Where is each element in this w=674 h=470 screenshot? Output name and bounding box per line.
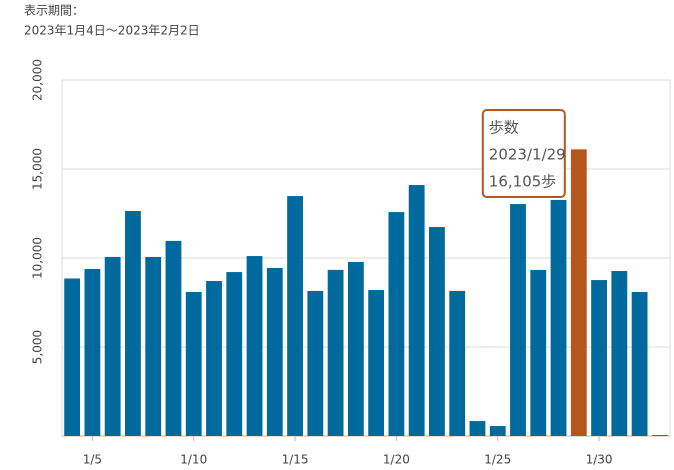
- tooltip-value: 16,105歩: [489, 173, 557, 191]
- period-range: 2023年1月4日〜2023年2月2日: [24, 24, 200, 38]
- bar: [84, 269, 101, 436]
- bar: [145, 256, 162, 436]
- bar: [266, 267, 283, 436]
- bar: [347, 261, 364, 436]
- bar: [591, 280, 607, 436]
- bar: [550, 199, 567, 436]
- x-tick-label: 1/30: [586, 453, 613, 467]
- bar: [530, 269, 547, 436]
- bar: [185, 291, 202, 436]
- bar: [570, 149, 587, 436]
- y-tick-label: 15,000: [31, 148, 45, 190]
- bar: [64, 278, 81, 436]
- x-tick-label: 1/15: [282, 453, 309, 467]
- bar: [429, 227, 445, 436]
- bar: [489, 426, 506, 436]
- bar: [226, 272, 243, 436]
- bar: [611, 270, 628, 436]
- y-tick-label: 10,000: [31, 237, 45, 279]
- bar: [246, 256, 263, 436]
- bar: [368, 290, 385, 436]
- bar: [206, 280, 222, 436]
- bar: [307, 290, 324, 436]
- x-tick-label: 1/10: [180, 453, 207, 467]
- bar: [125, 211, 141, 436]
- bar: [510, 204, 526, 436]
- bar: [631, 291, 648, 436]
- bar: [104, 256, 121, 436]
- bar: [408, 185, 425, 436]
- period-label: 表示期間：: [24, 4, 84, 18]
- y-tick-label: 5,000: [31, 330, 45, 364]
- x-tick-label: 1/5: [83, 453, 102, 467]
- tooltip-title: 歩数: [489, 119, 519, 137]
- bar: [287, 196, 303, 436]
- bar: [651, 435, 668, 436]
- bar: [449, 290, 466, 436]
- bar: [327, 269, 344, 436]
- x-tick-label: 1/20: [383, 453, 410, 467]
- bar: [165, 240, 182, 436]
- x-tick-label: 1/25: [484, 453, 511, 467]
- tooltip-date: 2023/1/29: [489, 146, 566, 164]
- tooltip-box: [481, 109, 566, 198]
- tooltip: 歩数 2023/1/29 16,105歩: [481, 109, 566, 198]
- bar: [388, 212, 405, 436]
- y-tick-label: 20,000: [31, 59, 45, 101]
- bar: [469, 421, 486, 436]
